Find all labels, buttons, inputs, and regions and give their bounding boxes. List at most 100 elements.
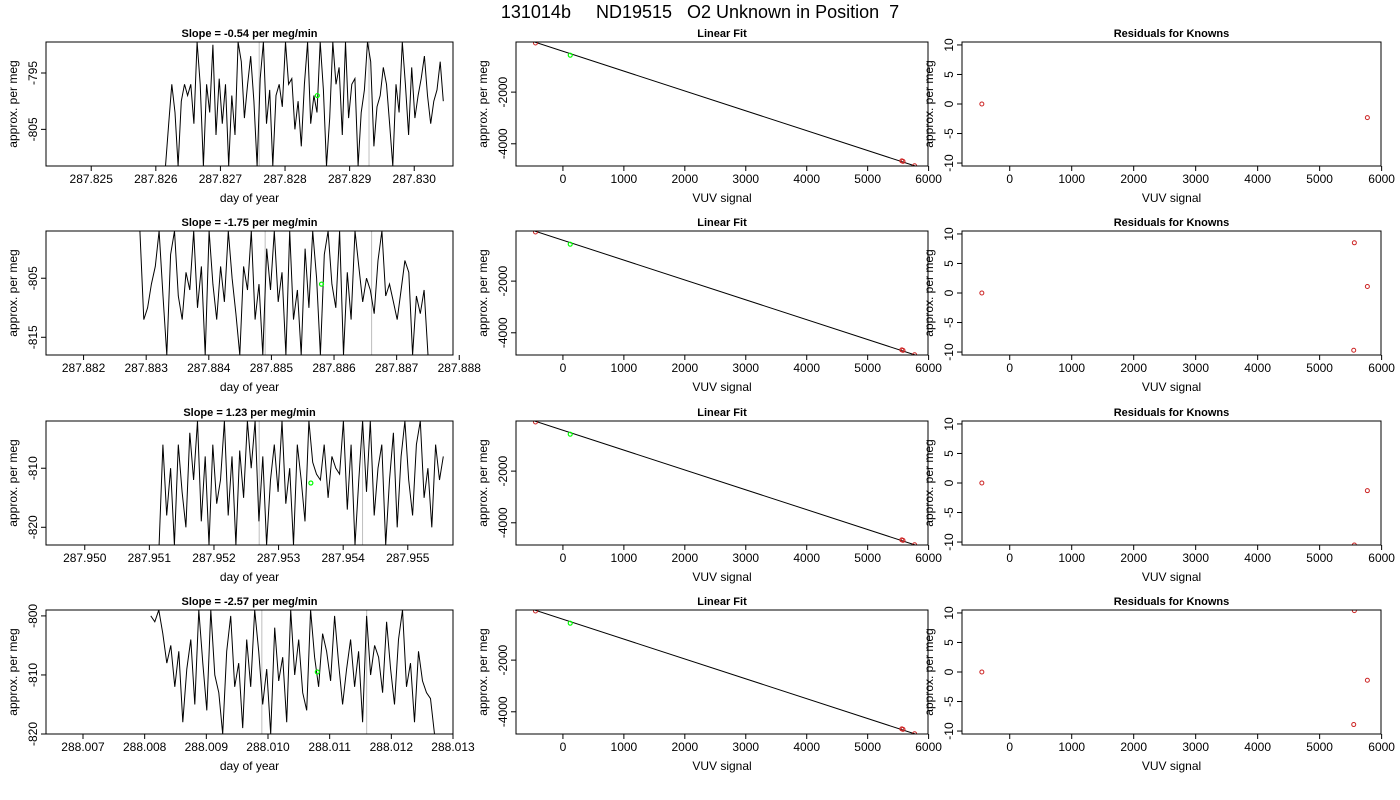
x-axis-label: VUV signal [692,380,751,394]
x-tick-label: 5000 [1306,740,1333,754]
plot-frame [515,609,929,735]
plot-area [979,480,1370,545]
series-line [158,421,444,545]
panel-4-2: Linear Fit 0 1000 2000 3000 4000 5000 6000 -2000… [476,596,942,773]
y-tick-label: -810 [26,456,40,480]
known-point [533,42,539,46]
y-tick-label: -5 [942,507,956,518]
x-tick-label: 3000 [732,361,759,375]
x-tick-label: 1000 [1058,551,1085,565]
plot-frame [515,41,929,167]
x-tick-label: 1000 [1058,740,1085,754]
x-tick-label: 4000 [793,172,820,186]
fit-line [532,421,916,545]
x-tick-label: 287.953 [257,551,301,565]
panel-4-1: Slope = -2.57 per meg/min 288.007 288.008 2… [6,596,475,773]
x-tick-label: 2000 [1120,361,1147,375]
x-tick-label: 4000 [793,361,820,375]
unknown-point [567,241,573,247]
plot-area [979,610,1370,728]
known-point [533,421,539,425]
x-tick-label: 6000 [915,361,942,375]
x-tick-label: 0 [1006,361,1013,375]
y-tick-label: 0 [942,100,956,107]
panel-title: Linear Fit [697,407,747,419]
y-tick-label: 10 [942,606,956,620]
plot-area [158,421,444,545]
known-point [1364,677,1370,683]
panel-title: Residuals for Knowns [1114,28,1230,40]
x-tick-label: 287.885 [250,361,294,375]
x-tick-label: 287.883 [124,361,168,375]
x-tick-label: 6000 [1368,172,1395,186]
x-axis-label: day of year [220,759,279,773]
y-tick-label: -5 [942,696,956,707]
known-point [900,347,906,353]
y-tick-label: -10 [942,154,956,172]
known-point [1351,610,1357,614]
x-tick-label: 0 [560,172,567,186]
x-tick-label: 287.950 [63,551,107,565]
panel-2-1: Slope = -1.75 per meg/min 287.882 287.883 2… [6,217,481,394]
x-tick-label: 4000 [793,551,820,565]
known-point [979,290,985,296]
panel-title: Residuals for Knowns [1114,217,1230,229]
y-tick-label: -2000 [496,644,510,675]
x-axis-label: day of year [220,191,279,205]
x-tick-label: 288.010 [246,740,290,754]
x-tick-label: 2000 [1120,172,1147,186]
known-point [1351,722,1357,728]
panel-title: Linear Fit [697,596,747,608]
panel-4-3: Residuals for Knowns 0 1000 2000 3000 4000 500… [922,596,1395,773]
plot-frame [961,41,1382,167]
panel-2-3: Residuals for Knowns 0 1000 2000 3000 4000 500… [922,217,1395,394]
x-tick-label: 287.829 [328,172,372,186]
x-tick-label: 287.828 [263,172,307,186]
y-tick-label: -795 [26,61,40,85]
panel-title: Linear Fit [697,217,747,229]
plot-area [150,610,435,734]
plot-area [532,421,918,545]
x-tick-label: 0 [1006,740,1013,754]
plot-frame [515,230,929,356]
y-tick-label: -4000 [496,696,510,727]
x-tick-label: 0 [1006,172,1013,186]
plot-area [532,231,918,355]
panel-3-2: Linear Fit 0 1000 2000 3000 4000 5000 6000 -2000… [476,407,942,584]
y-axis-label: approx. per meg [476,628,490,715]
x-tick-label: 0 [1006,551,1013,565]
x-axis-label: day of year [220,380,279,394]
x-axis-label: VUV signal [1142,759,1201,773]
y-tick-label: -5 [942,128,956,139]
panel-title: Slope = -1.75 per meg/min [181,217,317,229]
unknown-point [308,480,314,486]
x-tick-label: 287.955 [386,551,430,565]
known-point [1364,115,1370,121]
x-tick-label: 2000 [671,551,698,565]
x-tick-label: 4000 [1244,361,1271,375]
y-tick-label: -820 [26,515,40,539]
y-axis-label: approx. per meg [476,60,490,147]
known-point [1351,347,1357,353]
y-axis-label: approx. per meg [476,249,490,336]
x-tick-label: 287.825 [70,172,114,186]
x-tick-label: 4000 [1244,172,1271,186]
y-tick-label: -810 [26,663,40,687]
panel-3-1: Slope = 1.23 per meg/min 287.950 287.951 28… [6,407,454,584]
x-tick-label: 0 [560,361,567,375]
known-point [900,726,906,732]
fit-line [532,231,916,355]
x-tick-label: 1000 [1058,361,1085,375]
panel-1-1: Slope = -0.54 per meg/min 287.825 287.826 2… [6,28,454,205]
x-tick-label: 3000 [732,740,759,754]
x-tick-label: 3000 [1182,172,1209,186]
x-tick-label: 2000 [671,172,698,186]
series-line [150,610,435,734]
plot-frame [961,420,1382,546]
known-point [979,101,985,107]
panel-2-2: Linear Fit 0 1000 2000 3000 4000 5000 6000 -2000… [476,217,942,394]
x-tick-label: 5000 [1306,361,1333,375]
x-tick-label: 287.888 [438,361,482,375]
x-tick-label: 3000 [732,172,759,186]
